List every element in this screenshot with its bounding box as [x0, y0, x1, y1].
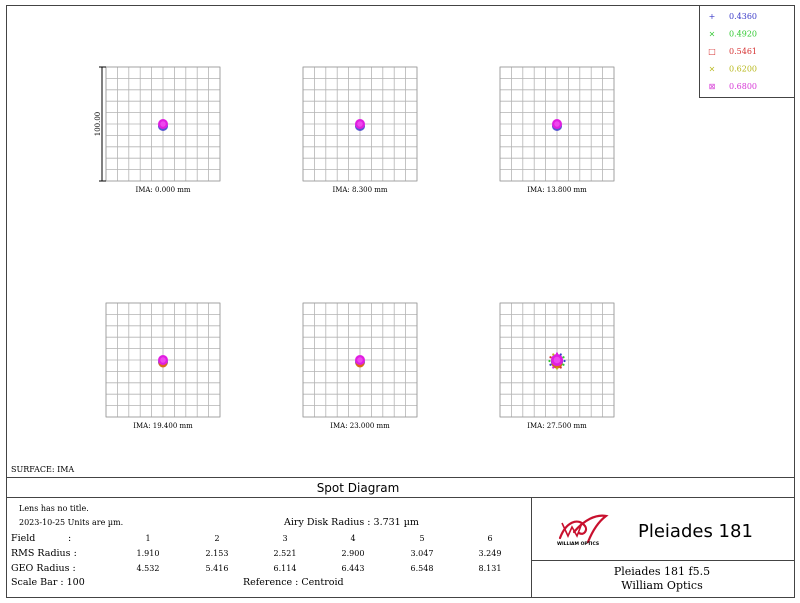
field-number-6: 6 [487, 534, 492, 543]
geo-label: GEO Radius : [11, 563, 76, 574]
spot-cluster [158, 355, 168, 368]
info-block: Lens has no title. 2023-10-25 Units are … [11, 504, 501, 588]
field-number-4: 4 [350, 534, 355, 543]
spot-core [554, 121, 560, 127]
geo-value-1: 4.532 [137, 564, 160, 573]
rms-label: RMS Radius : [11, 548, 77, 559]
spot-ray [549, 363, 552, 366]
spot-core [160, 121, 166, 127]
scale-bar-info: Scale Bar : 100 [11, 577, 85, 588]
panel-frame [499, 302, 615, 418]
spot-ray [559, 353, 562, 356]
legend-label-4: 0.6200 [729, 65, 757, 74]
legend-label-5: 0.6800 [729, 82, 757, 91]
spot-ray [549, 356, 552, 359]
rms-value-3: 2.521 [274, 549, 297, 558]
spot-panel-1: IMA: 0.000 mm [105, 66, 221, 194]
field-label-3: IMA: 13.800 mm [527, 186, 587, 194]
spot-panels: IMA: 0.000 mm IMA: 8.300 mm IMA: 13.800 mm… [105, 66, 615, 430]
legend-label-3: 0.5461 [729, 47, 757, 56]
panel-frame [105, 66, 221, 182]
legend-frame [699, 5, 795, 98]
date-units: 2023-10-25 Units are µm. [19, 518, 123, 527]
legend-marker-4: × [709, 65, 716, 74]
panel-grid [302, 66, 418, 182]
spot-ray [552, 353, 555, 356]
wavelength-legend: +0.4360 × 0.4920 □ 0.5461 × 0.6200 ⊠ 0.6800 [699, 5, 795, 98]
spot-ray [559, 366, 562, 369]
spot-core [357, 121, 363, 127]
diagram-title: Spot Diagram [317, 481, 400, 495]
legend-marker-5: ⊠ [709, 82, 716, 91]
field-number-1: 1 [145, 534, 150, 543]
lens-title: Lens has no title. [19, 504, 89, 513]
panel-frame [499, 66, 615, 182]
spot-ray [562, 356, 565, 359]
field-number-3: 3 [282, 534, 287, 543]
field-label-1: IMA: 0.000 mm [135, 186, 190, 194]
logo-text: WILLIAM OPTICS [557, 541, 599, 547]
spot-core [160, 357, 166, 363]
spot-ray [563, 359, 566, 363]
legend-marker-1: + [709, 12, 716, 21]
panel-frame [302, 66, 418, 182]
spot-panel-6: IMA: 27.500 mm [499, 302, 615, 430]
rms-value-5: 3.047 [411, 549, 434, 558]
rms-value-1: 1.910 [137, 549, 160, 558]
spot-ray [562, 363, 565, 366]
geo-value-5: 6.548 [411, 564, 434, 573]
panel-frame [105, 302, 221, 418]
geo-value-4: 6.443 [342, 564, 365, 573]
spot-panel-2: IMA: 8.300 mm [302, 66, 418, 194]
logo-swoosh [558, 514, 609, 544]
scale-bar-label: 100.00 [94, 112, 102, 137]
legend-label-2: 0.4920 [729, 30, 757, 39]
legend-marker-3: □ [708, 47, 716, 56]
field-label-2: IMA: 8.300 mm [332, 186, 387, 194]
spot-panel-5: IMA: 23.000 mm [302, 302, 418, 430]
brand-line-1: Pleiades 181 f5.5 [614, 565, 710, 578]
field-number-5: 5 [419, 534, 424, 543]
rms-value-6: 3.249 [479, 549, 502, 558]
field-number-2: 2 [214, 534, 219, 543]
reference-info: Reference : Centroid [243, 577, 344, 588]
field-label-4: IMA: 19.400 mm [133, 422, 193, 430]
brand-line-2: William Optics [621, 579, 703, 592]
legend-marker-2: × [709, 30, 716, 39]
surface-label: SURFACE: IMA [11, 465, 74, 474]
airy-disk-radius: Airy Disk Radius : 3.731 µm [283, 517, 419, 528]
outer-frame [6, 5, 795, 598]
field-label-6: IMA: 27.500 mm [527, 422, 587, 430]
spot-panel-3: IMA: 13.800 mm [499, 66, 615, 194]
logo-w-mark [561, 522, 583, 538]
spot-cluster [552, 119, 562, 131]
rms-value-2: 2.153 [206, 549, 229, 558]
brand-block: WILLIAM OPTICS Pleiades 181 Pleiades 181… [557, 514, 753, 592]
spot-ray [552, 366, 555, 369]
geo-value-2: 5.416 [206, 564, 229, 573]
spot-cluster [355, 355, 365, 368]
spot-ray [555, 352, 559, 355]
field-label-5: IMA: 23.000 mm [330, 422, 390, 430]
field-colon: : [68, 533, 71, 544]
spot-cluster [158, 119, 168, 131]
geo-value-6: 8.131 [479, 564, 502, 573]
spot-cluster [548, 352, 566, 370]
panel-frame [302, 302, 418, 418]
brand-name: Pleiades 181 [638, 521, 753, 542]
field-label: Field [11, 533, 35, 544]
spot-panel-4: IMA: 19.400 mm [105, 302, 221, 430]
spot-core [357, 357, 363, 363]
spot-core [553, 356, 561, 364]
spot-ray [555, 367, 559, 370]
scale-bar: 100.00 [94, 66, 106, 182]
william-optics-logo: WILLIAM OPTICS [557, 514, 609, 547]
rms-value-4: 2.900 [342, 549, 365, 558]
geo-value-3: 6.114 [274, 564, 297, 573]
legend-label-1: 0.4360 [729, 12, 757, 21]
spot-cluster [355, 119, 365, 131]
spot-ray [548, 359, 551, 363]
